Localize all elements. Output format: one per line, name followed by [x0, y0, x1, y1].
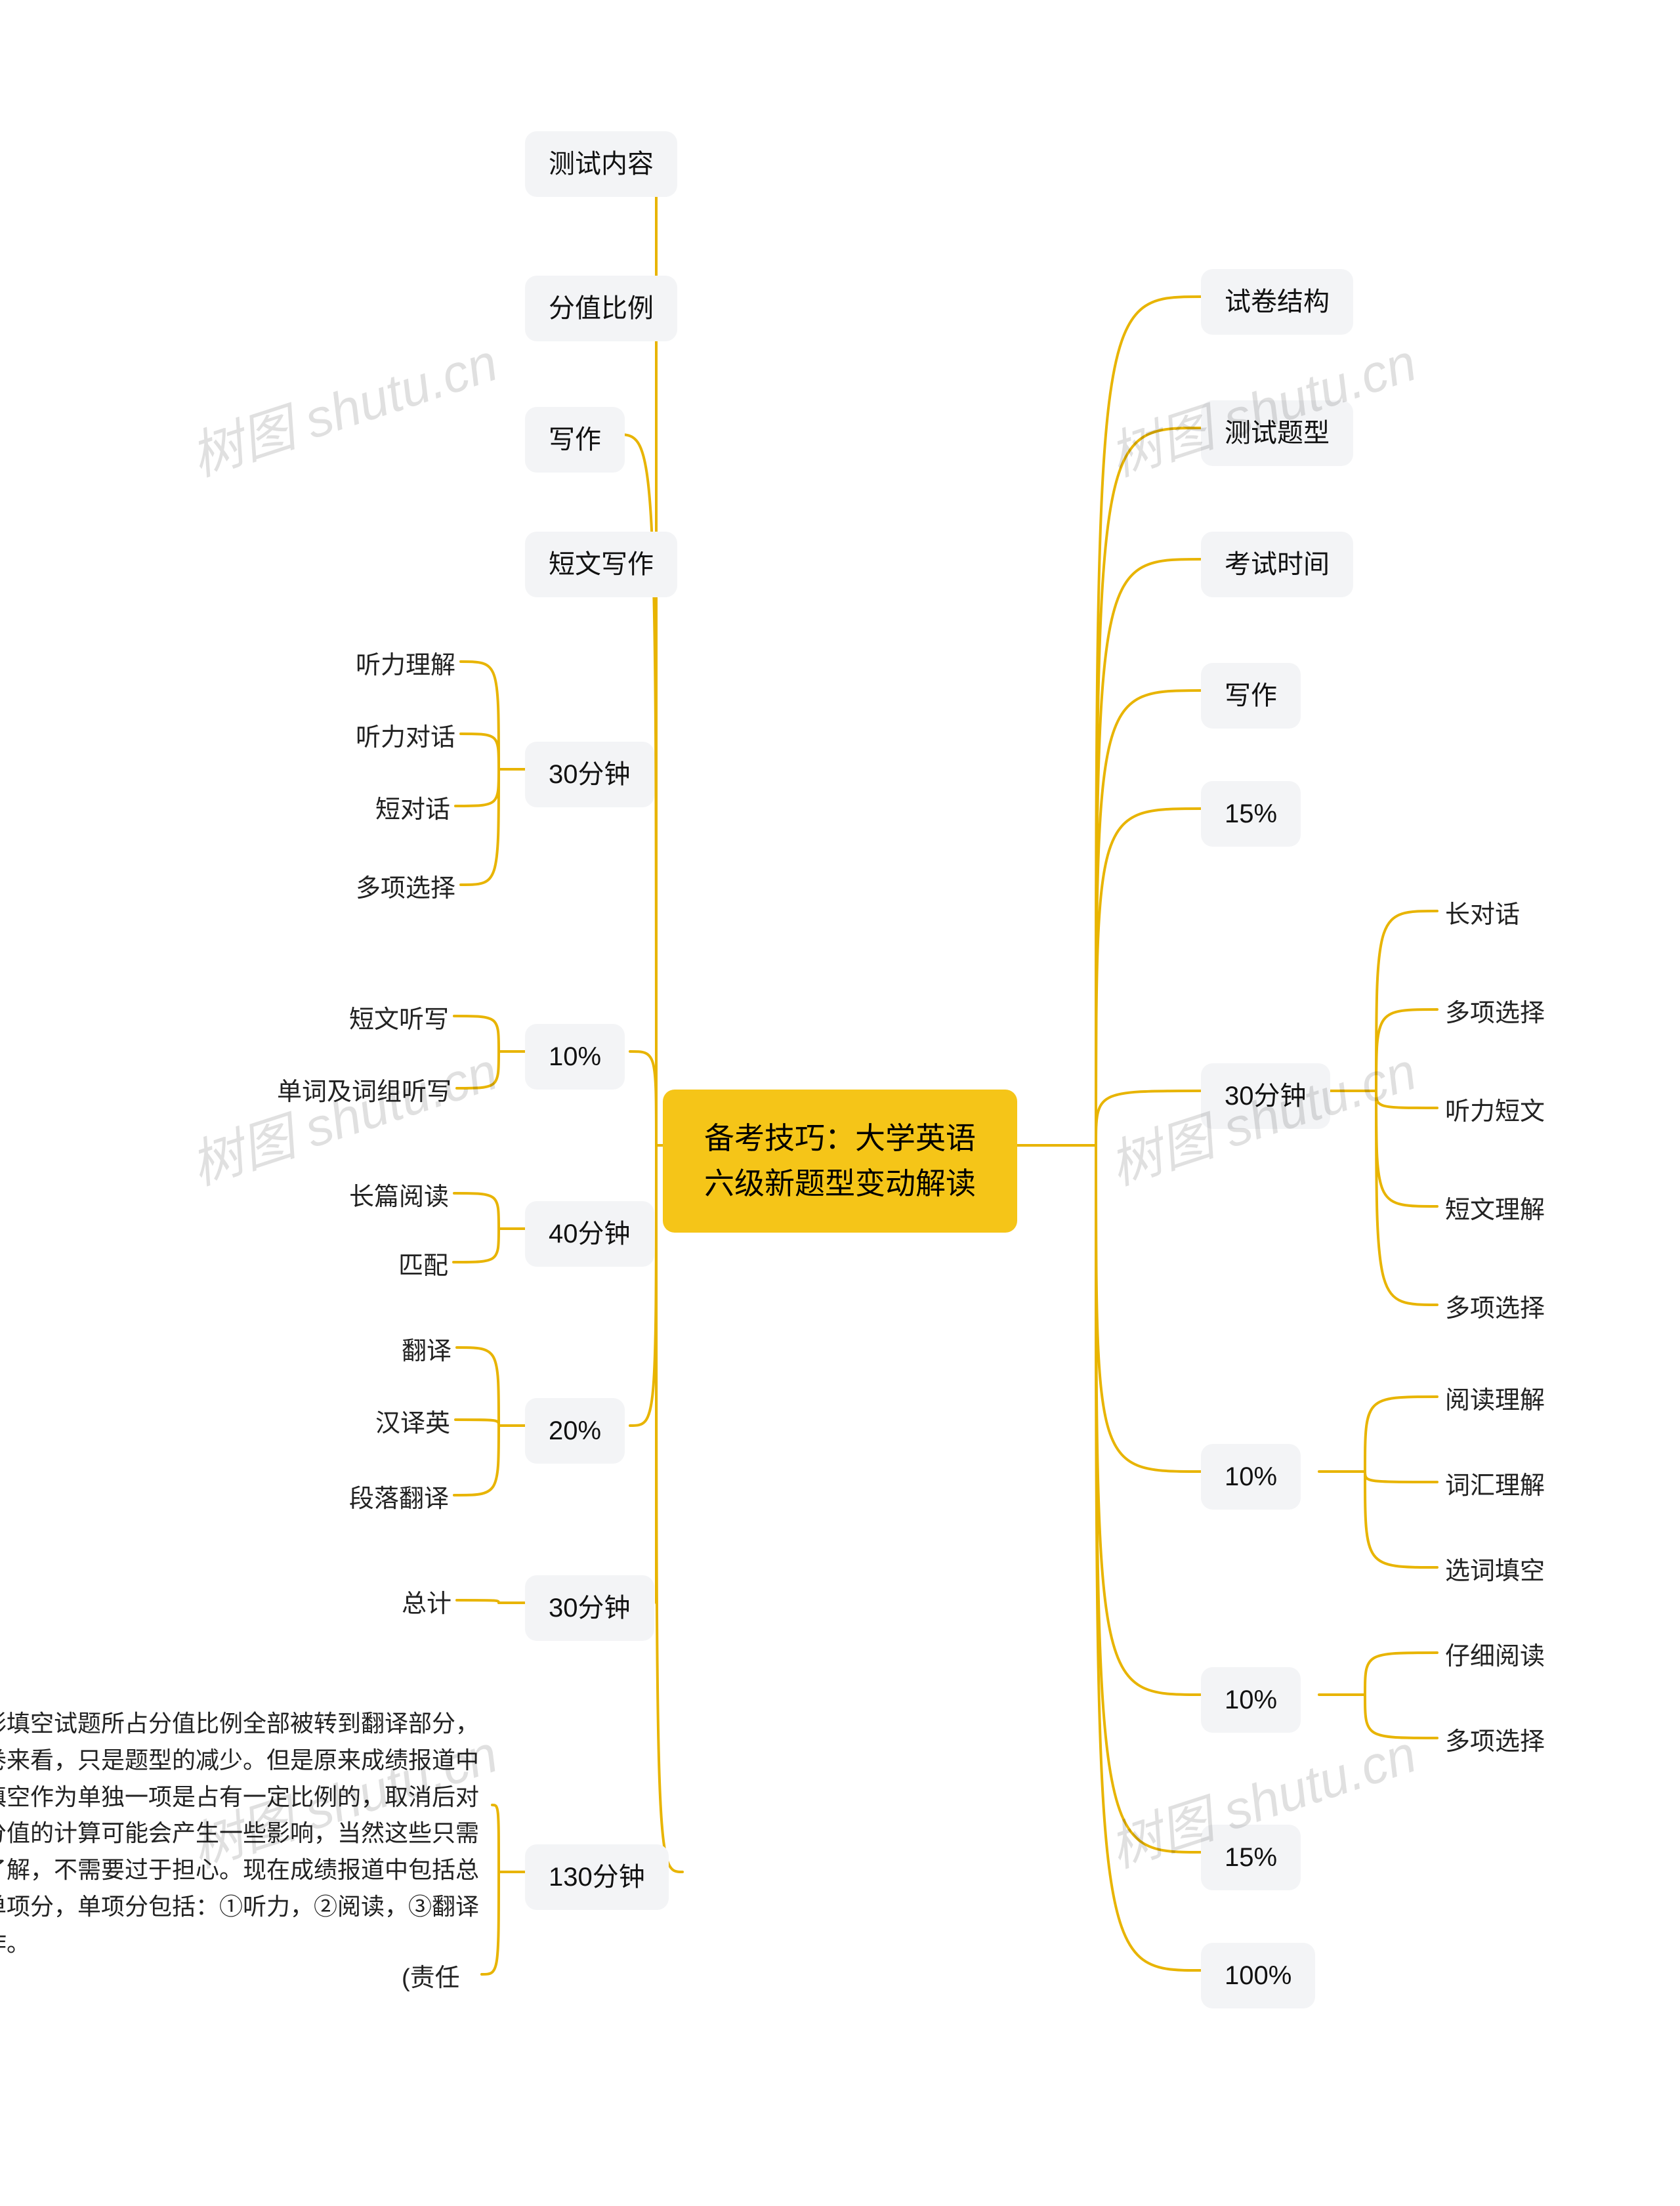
mindmap-node: 词汇理解: [1437, 1464, 1553, 1509]
mindmap-node: 10%: [1201, 1667, 1301, 1733]
mindmap-node: 汉译英: [368, 1401, 458, 1447]
mindmap-node: 写作: [525, 407, 625, 473]
mindmap-node: 130分钟: [525, 1844, 669, 1910]
mindmap-node: 听力短文: [1437, 1090, 1553, 1135]
mindmap-node: 20%: [525, 1398, 625, 1464]
mindmap-node: 翻译: [394, 1329, 459, 1374]
mindmap-node: 原完形填空试题所占分值比例全部被转到翻译部分，从试卷来看，只是题型的减少。但是原…: [0, 1700, 492, 1967]
mindmap-node: 10%: [525, 1024, 625, 1090]
mindmap-node: 长对话: [1437, 893, 1528, 938]
mindmap-node: 总计: [394, 1582, 459, 1627]
mindmap-node: 单词及词组听写: [269, 1070, 459, 1115]
mindmap-node: 试卷结构: [1201, 269, 1353, 335]
mindmap-node: 测试题型: [1201, 400, 1353, 466]
mindmap-node: 短对话: [368, 788, 458, 833]
mindmap-node: 多项选择: [1437, 1720, 1553, 1765]
mindmap-node: 多项选择: [348, 866, 463, 912]
mindmap-node: 30分钟: [525, 742, 654, 807]
mindmap-node: 100%: [1201, 1943, 1315, 2008]
mindmap-node: 短文听写: [341, 998, 457, 1043]
mindmap-node: 段落翻译: [341, 1477, 457, 1522]
mindmap-node: 多项选择: [1437, 991, 1553, 1036]
mindmap-node: 15%: [1201, 1825, 1301, 1890]
mindmap-node: 30分钟: [1201, 1063, 1330, 1129]
watermark: 树图 shutu.cn: [180, 320, 506, 491]
mindmap-node: 40分钟: [525, 1201, 654, 1267]
mindmap-node: 15%: [1201, 781, 1301, 847]
mindmap-node: 选词填空: [1437, 1549, 1553, 1594]
mindmap-node: 阅读理解: [1437, 1378, 1553, 1424]
mindmap-node: 长篇阅读: [341, 1175, 457, 1220]
mindmap-center: 备考技巧：大学英语六级新题型变动解读: [663, 1090, 1017, 1233]
mindmap-node: 30分钟: [525, 1575, 654, 1641]
mindmap-node: 匹配: [390, 1244, 456, 1289]
mindmap-node: 多项选择: [1437, 1286, 1553, 1332]
mindmap-node: 听力对话: [348, 715, 463, 761]
mindmap-node: 测试内容: [525, 131, 677, 197]
mindmap-node: 写作: [1201, 663, 1301, 729]
mindmap-node: 分值比例: [525, 276, 677, 341]
mindmap-node: 10%: [1201, 1444, 1301, 1510]
mindmap-node: 听力理解: [348, 643, 463, 689]
mindmap-node: 短文理解: [1437, 1188, 1553, 1233]
mindmap-node: 仔细阅读: [1437, 1634, 1553, 1680]
mindmap-node: 短文写作: [525, 532, 677, 597]
mindmap-node: 考试时间: [1201, 532, 1353, 597]
mindmap-node: (责任: [394, 1956, 468, 2001]
